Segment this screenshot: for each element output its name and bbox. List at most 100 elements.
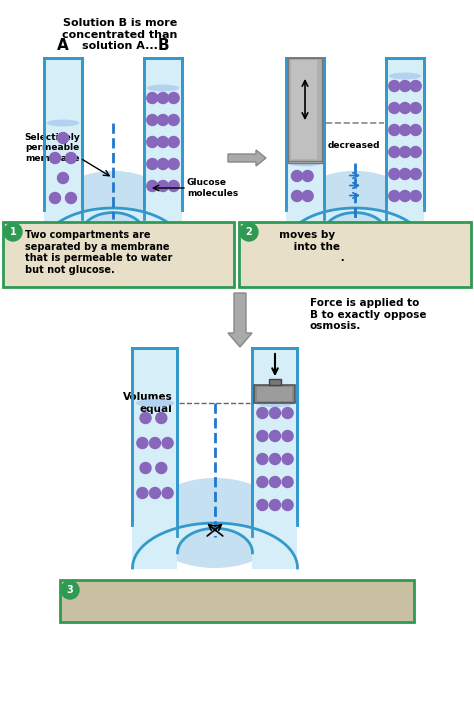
Circle shape xyxy=(410,80,421,92)
Text: decreased: decreased xyxy=(328,142,381,151)
Circle shape xyxy=(270,500,281,510)
Circle shape xyxy=(157,180,168,191)
Text: 3: 3 xyxy=(67,585,73,595)
Circle shape xyxy=(270,477,281,487)
Circle shape xyxy=(257,431,268,441)
Circle shape xyxy=(157,158,168,170)
Circle shape xyxy=(162,437,173,448)
Ellipse shape xyxy=(389,73,421,80)
Circle shape xyxy=(61,581,79,599)
Circle shape xyxy=(400,168,410,180)
Bar xyxy=(288,58,322,161)
Circle shape xyxy=(168,158,179,170)
Circle shape xyxy=(149,487,161,498)
Circle shape xyxy=(137,487,148,498)
Bar xyxy=(134,403,176,523)
Polygon shape xyxy=(44,208,182,245)
Text: B: B xyxy=(157,38,169,53)
Circle shape xyxy=(410,146,421,158)
Circle shape xyxy=(140,463,151,474)
Circle shape xyxy=(257,408,268,418)
FancyBboxPatch shape xyxy=(60,580,414,622)
Circle shape xyxy=(389,168,400,180)
Text: Two compartments are
separated by a membrane
that is permeable to water
but not : Two compartments are separated by a memb… xyxy=(25,230,173,275)
FancyBboxPatch shape xyxy=(239,222,471,287)
Circle shape xyxy=(157,137,168,148)
Circle shape xyxy=(4,223,22,241)
Polygon shape xyxy=(286,208,424,245)
Circle shape xyxy=(302,191,313,201)
Text: Glucose
molecules: Glucose molecules xyxy=(187,178,238,198)
Circle shape xyxy=(257,500,268,510)
Circle shape xyxy=(57,172,69,184)
FancyBboxPatch shape xyxy=(3,222,234,287)
Circle shape xyxy=(162,487,173,498)
Circle shape xyxy=(257,453,268,465)
Text: 2: 2 xyxy=(246,227,252,237)
Circle shape xyxy=(149,437,161,448)
Bar xyxy=(133,522,177,569)
Bar xyxy=(286,58,324,210)
Bar xyxy=(288,58,322,163)
Bar xyxy=(387,76,423,208)
Bar xyxy=(286,207,324,246)
Ellipse shape xyxy=(136,399,174,407)
Bar xyxy=(144,58,182,210)
Text: 1: 1 xyxy=(9,227,17,237)
Circle shape xyxy=(292,170,302,182)
Circle shape xyxy=(57,132,69,144)
Circle shape xyxy=(400,125,410,135)
FancyArrow shape xyxy=(228,293,252,347)
Circle shape xyxy=(147,137,158,148)
Bar xyxy=(145,88,181,208)
FancyArrow shape xyxy=(228,150,266,166)
Bar xyxy=(254,403,297,523)
Bar xyxy=(44,58,82,210)
Ellipse shape xyxy=(295,171,414,245)
Circle shape xyxy=(49,192,61,203)
Bar xyxy=(386,58,424,210)
Circle shape xyxy=(389,125,400,135)
Circle shape xyxy=(65,192,76,203)
Bar xyxy=(291,60,317,159)
Circle shape xyxy=(270,453,281,465)
Circle shape xyxy=(147,180,158,191)
Circle shape xyxy=(389,80,400,92)
Circle shape xyxy=(147,115,158,125)
Circle shape xyxy=(410,168,421,180)
Polygon shape xyxy=(133,523,298,568)
Circle shape xyxy=(168,115,179,125)
Circle shape xyxy=(282,477,293,487)
Text: moves by
         into the
                      .: moves by into the . xyxy=(261,230,345,263)
Bar xyxy=(144,207,182,246)
Circle shape xyxy=(389,103,400,113)
Circle shape xyxy=(147,158,158,170)
Ellipse shape xyxy=(144,478,286,568)
Circle shape xyxy=(168,180,179,191)
Bar xyxy=(287,163,323,208)
Circle shape xyxy=(156,463,167,474)
Text: Volumes
equal: Volumes equal xyxy=(123,392,173,414)
Circle shape xyxy=(156,413,167,424)
Ellipse shape xyxy=(47,120,79,127)
Circle shape xyxy=(400,80,410,92)
Circle shape xyxy=(282,500,293,510)
Circle shape xyxy=(282,431,293,441)
Circle shape xyxy=(389,191,400,201)
Circle shape xyxy=(137,437,148,448)
Circle shape xyxy=(302,170,313,182)
Circle shape xyxy=(410,125,421,135)
Bar xyxy=(253,348,298,525)
Bar xyxy=(269,379,281,385)
Circle shape xyxy=(157,115,168,125)
Bar xyxy=(44,207,82,246)
Text: Force is applied to
B to exactly oppose
osmosis.: Force is applied to B to exactly oppose … xyxy=(310,298,427,331)
Circle shape xyxy=(410,191,421,201)
Circle shape xyxy=(240,223,258,241)
Bar xyxy=(255,385,295,403)
Bar xyxy=(133,348,177,525)
Circle shape xyxy=(257,477,268,487)
Circle shape xyxy=(292,191,302,201)
Circle shape xyxy=(389,146,400,158)
Bar xyxy=(45,123,81,208)
